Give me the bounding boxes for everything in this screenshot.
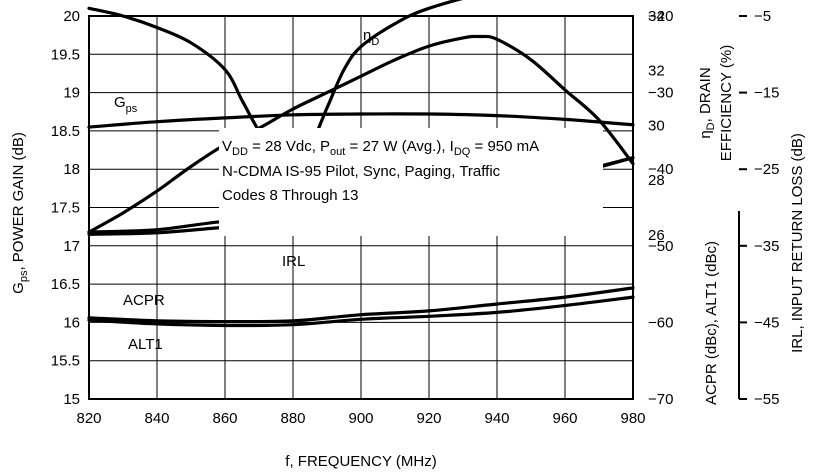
- right-upper-tick-label: 28: [648, 172, 665, 189]
- series-line-g-0: [87, 112, 635, 129]
- right-outer-tick-label: −35: [754, 238, 779, 255]
- right-upper-axis-label-line2: EFFICIENCY (%): [718, 45, 735, 161]
- annotation-line2: N-CDMA IS-95 Pilot, Sync, Paging, Traffi…: [222, 163, 501, 180]
- series-label-eta-d: ηD: [363, 27, 379, 48]
- right-outer-axis-label: IRL, INPUT RETURN LOSS (dB): [789, 133, 806, 353]
- right-lower-tick-label: −30: [648, 85, 673, 102]
- left-tick-label: 15.5: [51, 353, 80, 370]
- left-tick-label: 17: [63, 238, 80, 255]
- x-tick-label: 820: [76, 410, 101, 427]
- x-tick-label: 980: [620, 410, 645, 427]
- annotation-line1: VDD = 28 Vdc, Pout = 27 W (Avg.), IDQ = …: [222, 138, 539, 158]
- annotation-background: [219, 128, 603, 236]
- right-upper-axis-label-line1: ηD, DRAIN: [697, 67, 717, 138]
- x-tick-label: 840: [144, 410, 169, 427]
- series-label-irl: IRL: [282, 253, 305, 270]
- x-tick-label: 880: [280, 410, 305, 427]
- left-tick-label: 17.5: [51, 200, 80, 217]
- right-upper-tick-label: 26: [648, 227, 665, 244]
- series-label-acpr: ACPR: [123, 292, 165, 309]
- x-tick-label: 920: [416, 410, 441, 427]
- series-line--1: [87, 34, 635, 234]
- right-outer-tick-label: −25: [754, 161, 779, 178]
- x-tick-labels: 820 840 860 880 900 920 940 960 980: [76, 410, 645, 427]
- left-axis-label: Gps, POWER GAIN (dB): [10, 132, 30, 294]
- right-upper-tick-label: 32: [648, 63, 665, 80]
- left-tick-label: 18: [63, 161, 80, 178]
- right-upper-tick-labels: 26 28 30 32 34: [648, 8, 665, 244]
- right-outer-tick-label: −55: [754, 391, 779, 408]
- right-upper-tick-label: 34: [648, 8, 665, 25]
- plot-frame: [88, 15, 634, 400]
- series-line-alt1-6: [87, 295, 635, 328]
- right-upper-tick-label: 30: [648, 117, 665, 134]
- right-lower-tick-label: −70: [648, 391, 673, 408]
- series-label-alt1: ALT1: [128, 336, 163, 353]
- right-outer-tick-marks: [739, 15, 747, 400]
- right-lower-tick-label: −20: [648, 8, 673, 25]
- x-tick-label: 960: [552, 410, 577, 427]
- series-label-gps: Gps: [114, 94, 138, 115]
- right-lower-axis-label: ACPR (dBc), ALT1 (dBc): [703, 241, 720, 405]
- left-tick-label: 20: [63, 8, 80, 25]
- x-tick-label: 900: [348, 410, 373, 427]
- right-lower-tick-label: −50: [648, 238, 673, 255]
- right-lower-tick-labels: −20 −30 −40 −50 −60 −70: [648, 8, 673, 408]
- x-tick-label: 940: [484, 410, 509, 427]
- x-axis-label: f, FREQUENCY (MHz): [285, 453, 436, 470]
- left-tick-label: 16: [63, 314, 80, 331]
- right-outer-tick-labels: −5 −15 −25 −35 −45 −55: [754, 8, 779, 408]
- left-tick-label: 16.5: [51, 276, 80, 293]
- annotation-line3: Codes 8 Through 13: [222, 187, 359, 204]
- left-tick-label: 18.5: [51, 123, 80, 140]
- right-lower-tick-label: −60: [648, 314, 673, 331]
- curves: [87, 0, 635, 328]
- left-tick-labels: 15 15.5 16 16.5 17 17.5 18 18.5 19 19.5 20: [51, 8, 80, 408]
- series-line-alt1-5: [87, 286, 635, 324]
- right-lower-tick-label: −40: [648, 161, 673, 178]
- left-tick-label: 19.5: [51, 46, 80, 63]
- right-outer-tick-label: −45: [754, 314, 779, 331]
- left-tick-label: 19: [63, 85, 80, 102]
- right-outer-tick-label: −5: [754, 8, 771, 25]
- x-tick-label: 860: [212, 410, 237, 427]
- left-tick-label: 15: [63, 391, 80, 408]
- right-outer-tick-label: −15: [754, 85, 779, 102]
